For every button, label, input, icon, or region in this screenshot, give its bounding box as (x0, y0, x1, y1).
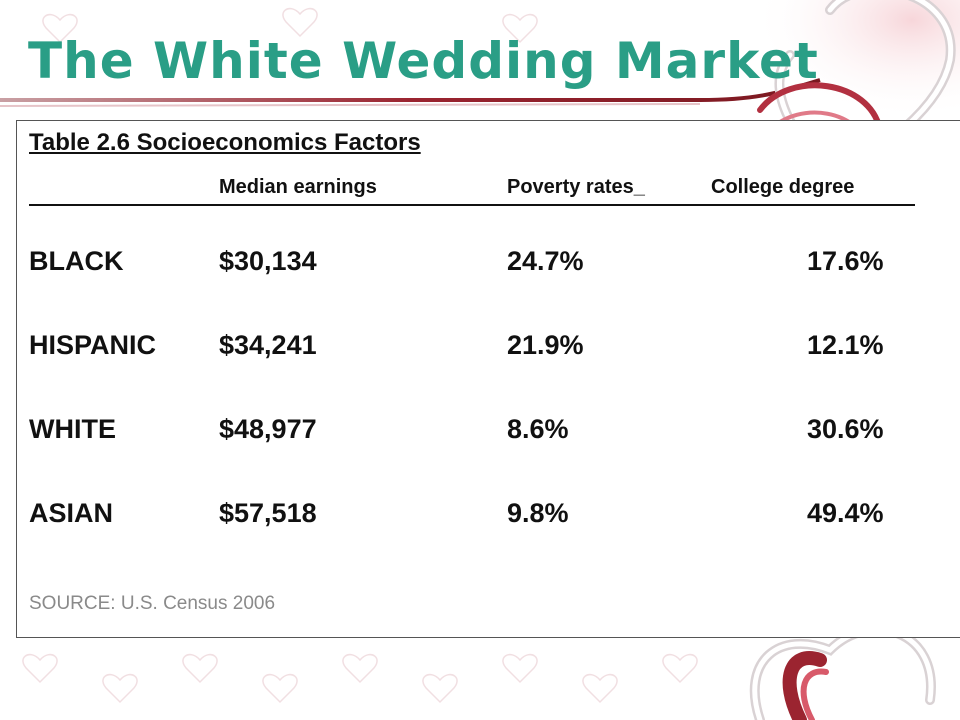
heart-pattern (22, 7, 698, 704)
row-college: 17.6% (807, 246, 884, 276)
row-earnings: $34,241 (219, 330, 317, 360)
row-poverty: 21.9% (507, 330, 584, 360)
row-earnings: $48,977 (219, 414, 317, 444)
slide-title: The White Wedding Market (28, 32, 819, 90)
table-row: WHITE $48,977 8.6% 30.6% (29, 414, 929, 450)
row-earnings: $57,518 (219, 498, 317, 528)
table-row: HISPANIC $34,241 21.9% 12.1% (29, 330, 929, 366)
row-poverty: 8.6% (507, 414, 569, 444)
row-college: 49.4% (807, 498, 884, 528)
heart-icon (749, 624, 936, 720)
source-note: SOURCE: U.S. Census 2006 (29, 593, 276, 614)
row-poverty: 24.7% (507, 246, 584, 276)
header-earnings: Median earnings (219, 176, 377, 198)
row-poverty: 9.8% (507, 498, 569, 528)
table-panel: Table 2.6 Socioeconomics Factors Median … (16, 120, 960, 638)
header-college: College degree (711, 176, 855, 198)
table-header-row: Median earnings Poverty rates_ College d… (29, 176, 915, 206)
table-title: Table 2.6 Socioeconomics Factors (29, 129, 421, 156)
row-college: 12.1% (807, 330, 884, 360)
table-row: ASIAN $57,518 9.8% 49.4% (29, 498, 929, 534)
row-group: ASIAN (29, 498, 114, 528)
row-group: HISPANIC (29, 330, 157, 360)
row-college: 30.6% (807, 414, 884, 444)
table-row: BLACK $30,134 24.7% 17.6% (29, 246, 929, 282)
row-group: BLACK (29, 246, 124, 276)
row-earnings: $30,134 (219, 246, 317, 276)
header-poverty: Poverty rates_ (507, 176, 645, 198)
row-group: WHITE (29, 414, 116, 444)
